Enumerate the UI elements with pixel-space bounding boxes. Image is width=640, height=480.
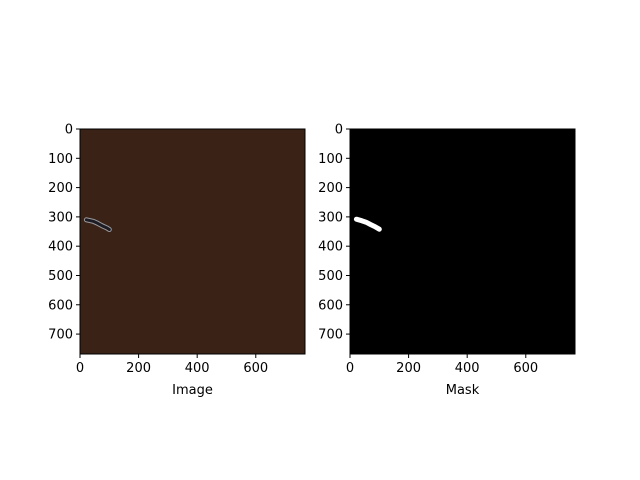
y-tick-label: 200 [48,181,73,196]
y-tick-label: 400 [318,240,343,255]
x-tick-label: 400 [185,361,210,376]
axes-frame [349,128,576,355]
x-axis-label: Mask [446,383,480,398]
x-tick-label: 600 [513,361,538,376]
mask-panel: 0 200 400 600 0 100 200 300 400 500 600 700 Mask [318,123,576,398]
y-tick-label: 0 [65,123,73,138]
tick-group: 0 200 400 600 0 100 200 300 400 500 600 700 [48,123,268,377]
x-tick-label: 200 [396,361,421,376]
y-tick-label: 0 [335,123,343,138]
x-tick-label: 0 [346,361,354,376]
y-tick-label: 100 [318,152,343,167]
y-tick-label: 400 [48,240,73,255]
y-tick-label: 600 [48,298,73,313]
image-panel: 0 200 400 600 0 100 200 300 400 500 600 700 Image [48,123,306,398]
image-background [80,129,305,354]
y-tick-label: 300 [318,210,343,225]
y-tick-label: 100 [48,152,73,167]
x-tick-label: 200 [126,361,151,376]
object-shape [84,218,111,231]
x-tick-label: 400 [455,361,480,376]
y-tick-label: 500 [318,269,343,284]
tick-group: 0 200 400 600 0 100 200 300 400 500 600 700 [318,123,538,377]
mask-background [350,129,575,354]
y-tick-label: 600 [318,298,343,313]
y-tick-label: 300 [48,210,73,225]
y-tick-label: 700 [48,328,73,343]
y-tick-label: 700 [318,328,343,343]
y-tick-label: 500 [48,269,73,284]
x-tick-label: 600 [243,361,268,376]
axes-frame [79,128,306,355]
mask-shape [353,216,382,232]
y-tick-label: 200 [318,181,343,196]
x-axis-label: Image [172,383,213,398]
x-tick-label: 0 [76,361,84,376]
